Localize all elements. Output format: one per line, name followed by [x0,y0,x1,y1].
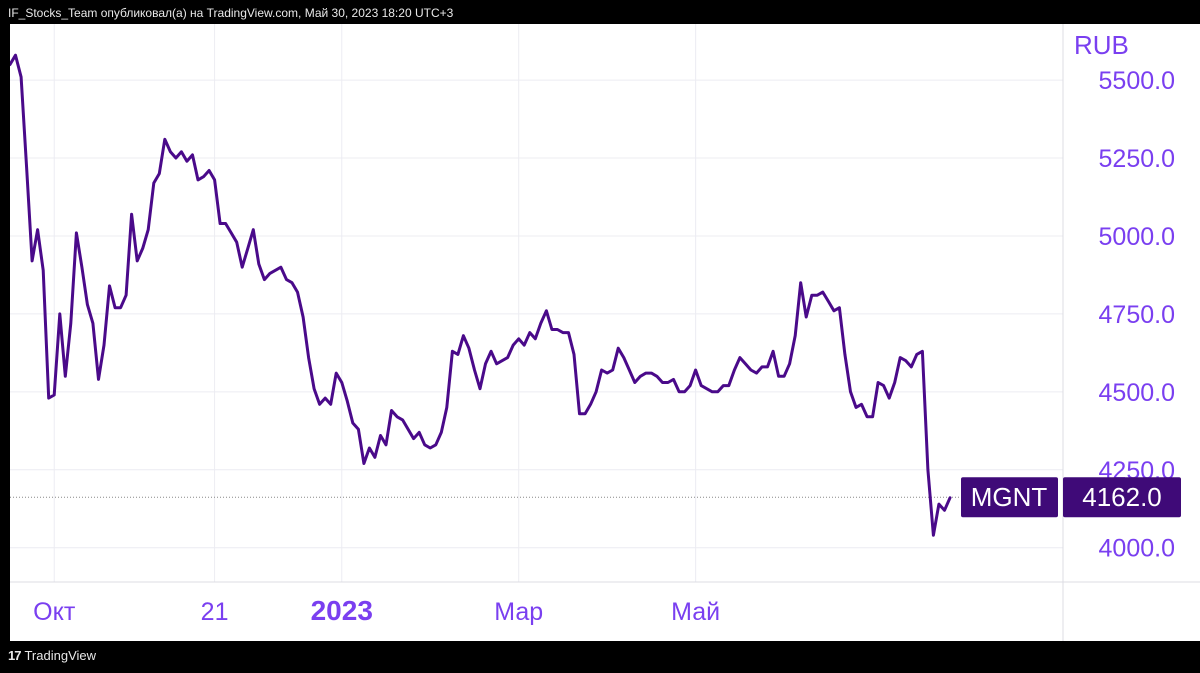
x-tick-label: 2023 [311,595,373,626]
tradingview-footer[interactable]: 17 TradingView [8,648,96,663]
ticker-label: MGNT [971,482,1048,512]
y-tick-label: 4000.0 [1099,535,1175,563]
tradingview-brand: TradingView [24,648,97,663]
x-tick-label: Май [671,598,720,626]
y-tick-label: 5500.0 [1099,67,1175,95]
chart-area[interactable]: 5500.0 5250.0 5000.0 4750.0 4500.0 4250.0 4000… [10,24,1200,641]
chart-background [10,24,1200,641]
currency-label: RUB [1074,30,1129,60]
x-tick-label: 21 [201,598,229,626]
y-tick-label: 4500.0 [1099,379,1175,407]
y-tick-label: 4750.0 [1099,301,1175,329]
tradingview-logo-icon: 17 [8,648,22,663]
x-tick-label: Окт [33,598,76,626]
last-price-label: 4162.0 [1082,482,1162,512]
publication-caption: IF_Stocks_Team опубликовал(а) на Trading… [8,6,454,20]
last-price-badge: MGNT 4162.0 [961,477,1181,518]
y-tick-label: 5250.0 [1099,145,1175,173]
price-badge [1063,477,1181,518]
y-tick-label: 5000.0 [1099,223,1175,251]
series-line-mgnt[interactable] [10,53,952,537]
time-axis[interactable]: Окт 21 2023 Мар Май [33,595,720,626]
ticker-badge [961,477,1058,518]
x-tick-label: Мар [494,598,543,626]
price-chart[interactable]: 5500.05250.05000.04750.04500.04250.04000… [10,24,1200,641]
